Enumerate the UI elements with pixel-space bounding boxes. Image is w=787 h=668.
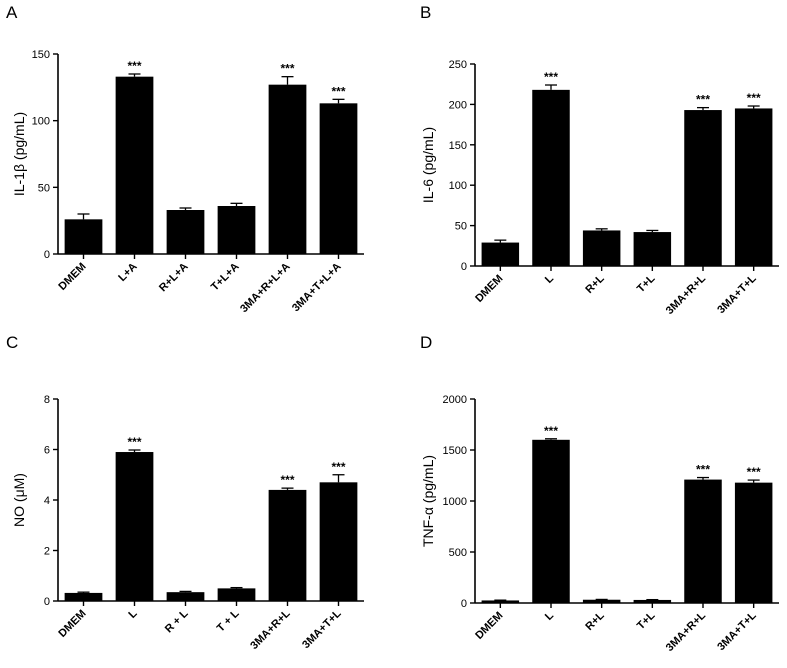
y-tick-label: 500 [449,547,467,559]
bar [166,210,205,254]
bar [684,479,722,603]
bar [319,482,358,601]
bar [64,592,103,601]
y-axis-title: TNF-α (pg/mL) [420,455,436,547]
category-label: 3MA+T+L+A [290,261,344,315]
significance-label: *** [747,91,761,105]
panel-b-letter: B [420,3,432,22]
bar [582,230,621,266]
category-label: T+L+A [209,261,242,294]
category-label: 3MA+R+L [664,609,709,654]
significance-label: *** [280,473,294,487]
y-tick-label: 100 [32,116,50,128]
category-label: R + L [163,607,191,635]
y-tick-label: 1000 [443,496,467,508]
bar [268,489,307,601]
bar [481,600,520,603]
y-axis-title: IL-1β (pg/mL) [11,112,27,196]
bar [166,592,205,601]
bar [319,103,358,254]
y-tick-label: 150 [449,140,467,152]
category-label: L+A [116,261,139,284]
bar [268,84,307,255]
y-axis-title: IL-6 (pg/mL) [420,127,436,203]
y-tick-label: 1500 [443,445,467,457]
y-axis-title: NO (μM) [11,473,27,527]
y-tick-label: 250 [449,59,467,71]
category-label: L [543,272,556,285]
panel-a-letter: A [6,3,18,22]
y-tick-label: 50 [455,221,467,233]
y-tick-label: 200 [449,99,467,111]
bar [64,219,103,254]
bar [532,439,570,603]
significance-label: *** [696,93,710,107]
category-label: 3MA+T+L [300,607,344,651]
bar [734,482,773,603]
y-tick-label: 2000 [443,394,467,406]
bar [115,452,154,601]
chart-c: 0 2 4 6 8 NO (μM) DMEM *** L R + L T + L *** 3MA+R+L… [11,394,364,652]
y-tick-label: 0 [461,598,467,610]
y-tick-label: 0 [44,249,50,261]
category-label: 3MA+T+L [715,609,759,653]
y-tick-label: 6 [44,445,50,457]
category-label: 3MA+T+L [715,272,759,316]
bar [684,110,722,266]
panel-c-letter: C [6,333,19,352]
y-tick-label: 2 [44,546,50,558]
significance-label: *** [747,465,761,479]
significance-label: *** [127,435,141,449]
panel-d-letter: D [420,333,433,352]
category-label: DMEM [56,608,88,640]
category-label: T+L [635,609,658,632]
significance-label: *** [544,70,558,84]
category-label: T + L [215,607,242,634]
y-tick-label: 0 [44,596,50,608]
category-label: R+L [583,609,607,633]
category-label: 3MA+R+L+A [238,261,293,316]
category-label: L [126,607,139,620]
category-label: DMEM [56,261,88,293]
significance-label: *** [280,62,294,76]
category-label: DMEM [473,610,505,642]
significance-label: *** [331,460,345,474]
y-tick-label: 100 [449,180,467,192]
significance-label: *** [696,463,710,477]
significance-label: *** [331,84,345,98]
y-tick-label: 4 [44,495,50,507]
bar [734,108,773,266]
bar [633,599,672,603]
chart-a: 0 50 100 150 IL-1β (pg/mL) DMEM *** L+A R+L+A T+L… [11,49,364,315]
category-label: R+L [583,272,607,296]
bar [217,206,256,254]
bar [217,588,256,601]
y-tick-label: 150 [32,49,50,61]
y-tick-label: 50 [38,182,50,194]
category-label: 3MA+R+L [248,607,293,652]
bar [532,89,570,266]
bar [481,242,520,266]
chart-b: 0 50 100 150 200 250 IL-6 (pg/mL) DMEM *** L R+L T+… [420,59,779,317]
bar [582,599,621,603]
y-tick-label: 0 [461,261,467,273]
y-tick-label: 8 [44,394,50,406]
category-label: T+L [635,272,658,295]
significance-label: *** [127,59,141,73]
bar [115,76,154,255]
category-label: 3MA+R+L [664,272,709,317]
chart-d: 0 500 1000 1500 2000 TNF-α (pg/mL) DMEM *** L R+L… [420,394,779,654]
category-label: L [543,609,556,622]
category-label: R+L+A [157,261,191,295]
category-label: DMEM [473,273,505,305]
significance-label: *** [544,424,558,438]
bar [633,232,672,266]
